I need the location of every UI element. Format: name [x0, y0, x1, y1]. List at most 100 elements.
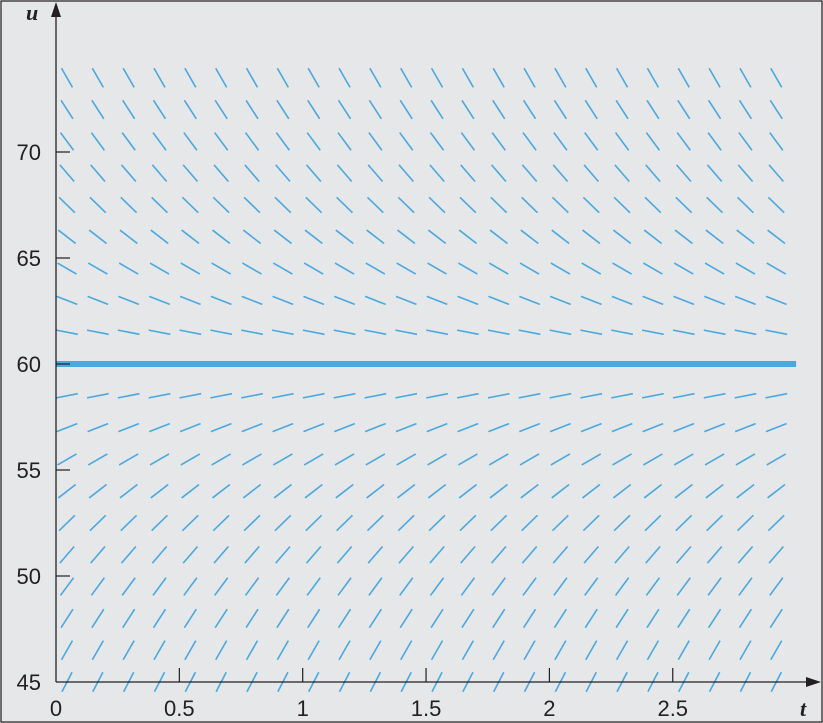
slope-segment: [56, 422, 78, 433]
slope-segment: [153, 640, 166, 661]
slope-segment: [241, 329, 263, 336]
slope-segment: [457, 295, 479, 306]
slope-segment: [117, 392, 140, 399]
slope-segment: [457, 262, 478, 275]
slope-segment: [307, 640, 320, 661]
x-tick-label: 0.5: [164, 696, 195, 721]
slope-segment: [613, 196, 631, 214]
slope-segment: [118, 422, 140, 433]
slope-segment: [275, 545, 291, 564]
slope-segment: [307, 608, 321, 629]
slope-segment: [214, 99, 228, 120]
slope-segment: [769, 132, 784, 151]
slope-segment: [397, 196, 415, 214]
slope-segment: [522, 577, 537, 596]
slope-segment: [737, 164, 754, 183]
slope-segment: [334, 453, 355, 466]
y-tick-label: 60: [17, 352, 41, 377]
slope-segment: [184, 67, 197, 88]
slope-segment: [368, 99, 383, 120]
slope-segment: [611, 392, 634, 399]
slope-segment: [244, 164, 260, 183]
slope-segment: [676, 577, 691, 596]
slope-segment: [736, 483, 755, 499]
slope-segment: [87, 453, 108, 466]
slope-segment: [275, 577, 291, 596]
slope-segment: [521, 164, 538, 183]
slope-segment: [490, 514, 508, 532]
slope-segment: [735, 262, 756, 275]
slope-segment: [553, 577, 568, 596]
slope-segment: [427, 453, 447, 466]
slope-segment: [430, 608, 444, 629]
slope-segment: [367, 545, 384, 564]
slope-segment: [57, 262, 77, 275]
slope-segment: [118, 453, 139, 466]
slope-segment: [336, 196, 354, 214]
slope-segment: [395, 422, 417, 433]
slope-segment: [276, 67, 290, 88]
slope-segment: [585, 640, 598, 661]
slope-segment: [707, 99, 722, 120]
slope-segment: [585, 67, 598, 88]
slope-segment: [614, 164, 630, 183]
slope-segment: [677, 640, 690, 661]
slope-segment: [487, 329, 510, 336]
slope-segment: [60, 67, 74, 88]
slope-segment: [582, 483, 601, 499]
x-tick-label: 1: [297, 696, 309, 721]
slope-segment: [643, 229, 663, 245]
slope-segment: [148, 329, 171, 336]
slope-segment: [519, 262, 540, 275]
slope-segment: [738, 132, 753, 151]
slope-segment: [91, 67, 105, 88]
slope-segment: [120, 196, 138, 214]
slope-segment: [614, 545, 630, 564]
slope-segment: [272, 453, 293, 466]
slope-segment: [335, 483, 354, 499]
slope-segment: [183, 608, 197, 629]
slope-segment: [584, 608, 598, 629]
slope-segment: [645, 545, 661, 564]
slope-segment: [89, 514, 107, 532]
slope-segment: [429, 164, 445, 183]
slope-segment: [488, 262, 509, 275]
slope-segment: [213, 545, 229, 564]
slope-segment: [87, 422, 109, 433]
slope-segment: [244, 545, 260, 564]
slope-segment: [336, 164, 353, 183]
x-tick-label: 2.5: [657, 696, 688, 721]
slope-segment: [612, 229, 632, 245]
slope-segment: [672, 392, 695, 399]
slope-segment: [181, 483, 200, 499]
slope-segment: [337, 132, 352, 151]
slope-segment: [87, 262, 108, 275]
slope-segment: [180, 453, 201, 466]
slope-segment: [705, 483, 724, 499]
slope-segment: [430, 640, 444, 661]
slope-segment: [122, 99, 136, 120]
slope-segment: [334, 262, 355, 275]
slope-segment: [59, 545, 75, 564]
slope-segment: [521, 196, 539, 214]
slope-segment: [210, 422, 232, 433]
slope-segment: [550, 262, 571, 275]
slope-segment: [181, 229, 200, 245]
slope-segment: [488, 295, 510, 306]
slope-segment: [399, 99, 413, 120]
u-axis-label: u: [26, 0, 38, 25]
slope-segment: [706, 545, 723, 564]
slope-segment: [492, 99, 506, 120]
slope-segment: [117, 329, 140, 336]
slope-segment: [242, 229, 262, 245]
slope-segment: [151, 164, 168, 183]
slope-segment: [580, 392, 603, 399]
slope-segment: [522, 132, 537, 151]
slope-segment: [766, 453, 787, 466]
slope-segment: [736, 514, 754, 532]
slope-segment: [765, 422, 787, 433]
slope-segment: [457, 453, 478, 466]
y-tick-label: 70: [17, 140, 41, 165]
